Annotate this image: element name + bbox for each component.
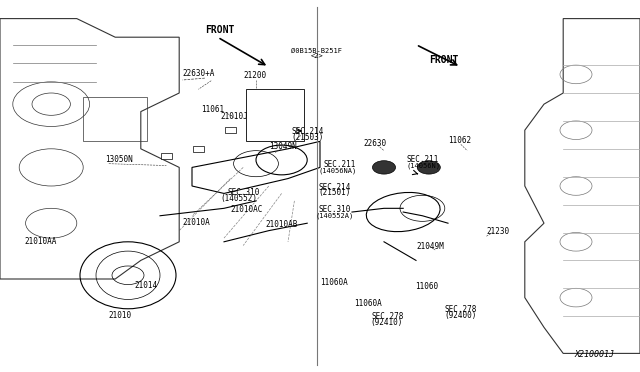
Bar <box>193 146 204 152</box>
Text: SEC.211: SEC.211 <box>323 160 356 169</box>
Text: (21503): (21503) <box>291 132 324 141</box>
Text: Ø0B15B-B251F: Ø0B15B-B251F <box>291 48 342 54</box>
Text: SEC.214: SEC.214 <box>319 183 351 192</box>
Text: SEC.278: SEC.278 <box>444 305 477 314</box>
Text: 11060A: 11060A <box>355 299 382 308</box>
Text: 22630: 22630 <box>364 139 387 148</box>
Text: 11061: 11061 <box>202 105 225 113</box>
Text: (140552): (140552) <box>221 194 258 203</box>
Text: SEC.310: SEC.310 <box>318 205 351 214</box>
Text: 21230: 21230 <box>486 227 509 236</box>
Bar <box>83 97 147 141</box>
Text: 21010A: 21010A <box>182 218 210 227</box>
Text: 13049N: 13049N <box>269 142 296 151</box>
Text: (92400): (92400) <box>444 311 477 320</box>
Text: 21010J: 21010J <box>221 112 248 121</box>
Text: 21200: 21200 <box>243 71 266 80</box>
Text: 21010AC: 21010AC <box>230 205 263 214</box>
Text: 13050N: 13050N <box>106 155 133 164</box>
Text: SEC.310: SEC.310 <box>227 188 260 197</box>
Text: 21010AA: 21010AA <box>24 237 57 246</box>
Text: SEC.211: SEC.211 <box>406 155 439 164</box>
Bar <box>246 89 304 141</box>
Circle shape <box>372 161 396 174</box>
Text: 22630+A: 22630+A <box>182 69 215 78</box>
Text: FRONT: FRONT <box>429 55 458 65</box>
Text: 11062: 11062 <box>448 136 471 145</box>
Text: (21501): (21501) <box>319 188 351 197</box>
Circle shape <box>417 161 440 174</box>
Text: 11060: 11060 <box>415 282 438 291</box>
Text: 21049M: 21049M <box>416 242 444 251</box>
Text: (140552A): (140552A) <box>316 213 354 219</box>
Text: X210001J: X210001J <box>575 350 614 359</box>
Text: 21010AB: 21010AB <box>266 220 298 229</box>
Text: SEC.278: SEC.278 <box>371 312 404 321</box>
Text: 21010: 21010 <box>109 311 132 320</box>
Text: FRONT: FRONT <box>205 25 234 35</box>
Text: SEC.214: SEC.214 <box>291 127 324 136</box>
Bar <box>161 153 172 159</box>
Bar <box>225 127 236 133</box>
Text: 21014: 21014 <box>134 281 157 290</box>
Text: <2>: <2> <box>310 53 323 59</box>
Text: (92410): (92410) <box>370 318 403 327</box>
Text: (14056N): (14056N) <box>406 163 440 169</box>
Text: (14056NA): (14056NA) <box>319 168 357 174</box>
Text: 11060A: 11060A <box>320 278 348 286</box>
